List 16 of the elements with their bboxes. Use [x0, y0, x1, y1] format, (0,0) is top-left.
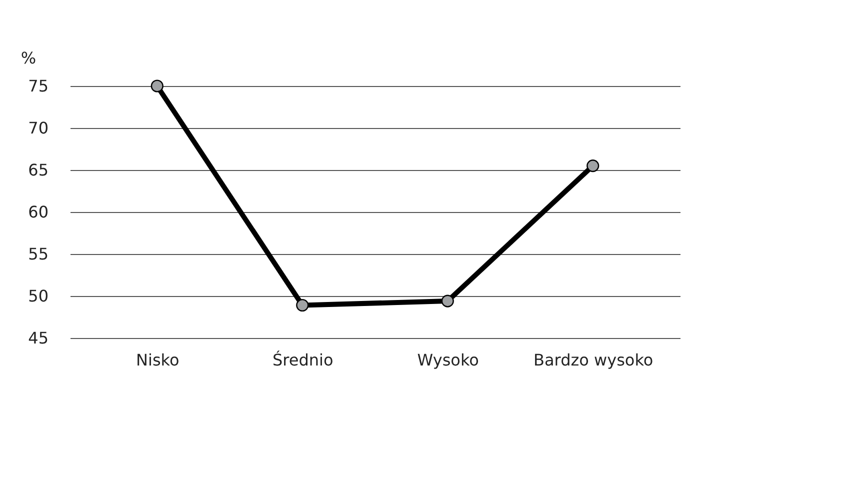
x-tick-label: Bardzo wysoko — [534, 350, 654, 370]
point — [150, 80, 164, 92]
y-tick-label: 65 — [28, 160, 48, 180]
y-tick-label: 70 — [28, 118, 48, 138]
x-tick-label: Wysoko — [417, 350, 479, 370]
y-tick-label: 60 — [28, 202, 48, 222]
y-tick-label: 75 — [28, 76, 48, 96]
point — [296, 298, 309, 312]
y-tick-label: 55 — [28, 244, 48, 264]
y-tick-label: 45 — [28, 328, 48, 348]
point — [441, 294, 454, 308]
y-tick-label: 50 — [28, 286, 48, 306]
y-axis-title: % — [20, 48, 36, 68]
point — [586, 160, 600, 172]
x-tick-label: Średnio — [272, 350, 334, 370]
x-tick-label: Nisko — [136, 350, 180, 370]
